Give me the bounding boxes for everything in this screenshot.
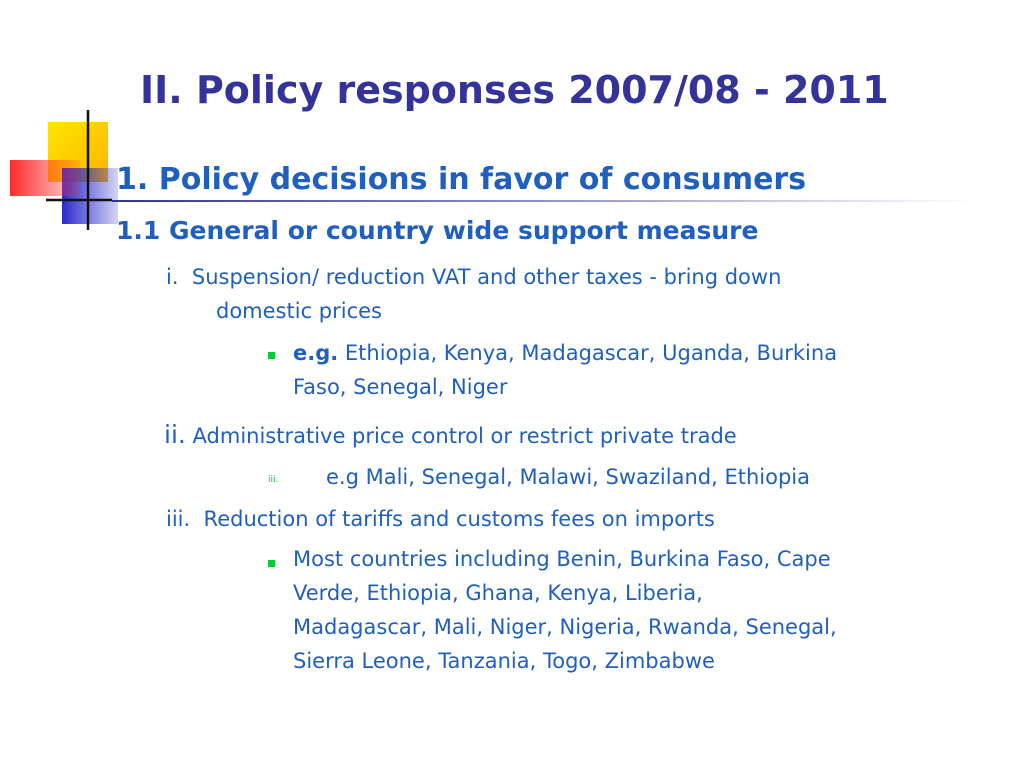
item-i-line1: Suspension/ reduction VAT and other taxe…	[191, 265, 782, 289]
item-iii-text: Reduction of tariffs and customs fees on…	[203, 507, 715, 531]
item-i-line2: domestic prices	[216, 299, 382, 323]
item-ii: ii. Administrative price control or rest…	[164, 418, 737, 453]
item-iii-example-line3: Madagascar, Mali, Niger, Nigeria, Rwanda…	[293, 615, 837, 639]
item-ii-text: Administrative price control or restrict…	[192, 424, 737, 448]
bullet-square-icon	[268, 560, 275, 567]
slide-decoration	[10, 110, 118, 230]
bullet-square-icon	[268, 352, 275, 359]
heading-support-measure: 1.1 General or country wide support meas…	[116, 216, 759, 245]
item-i-example-line1: Ethiopia, Kenya, Madagascar, Uganda, Bur…	[338, 341, 838, 365]
item-iii-prefix: iii.	[166, 507, 191, 531]
item-iii: iii. Reduction of tariffs and customs fe…	[166, 502, 715, 536]
title-divider	[112, 200, 972, 202]
deco-red-square	[10, 160, 80, 196]
item-ii-example: e.g Mali, Senegal, Malawi, Swaziland, Et…	[326, 465, 810, 489]
item-i-prefix: i.	[166, 265, 179, 289]
item-ii-example-marker: iii.	[268, 475, 279, 485]
item-i-example-line2: Faso, Senegal, Niger	[293, 375, 508, 399]
item-iii-example-line2: Verde, Ethiopia, Ghana, Kenya, Liberia,	[293, 581, 703, 605]
heading-policy-decisions: 1. Policy decisions in favor of consumer…	[116, 162, 807, 197]
item-i-example-bold: e.g.	[293, 341, 339, 365]
item-ii-prefix: ii.	[164, 420, 186, 449]
item-i-example: e.g. Ethiopia, Kenya, Madagascar, Uganda…	[293, 336, 837, 370]
item-i: i. Suspension/ reduction VAT and other t…	[166, 260, 781, 294]
slide-title: II. Policy responses 2007/08 - 2011	[140, 68, 889, 112]
item-iii-example-line4: Sierra Leone, Tanzania, Togo, Zimbabwe	[293, 649, 715, 673]
item-iii-example-line1: Most countries including Benin, Burkina …	[293, 547, 831, 571]
